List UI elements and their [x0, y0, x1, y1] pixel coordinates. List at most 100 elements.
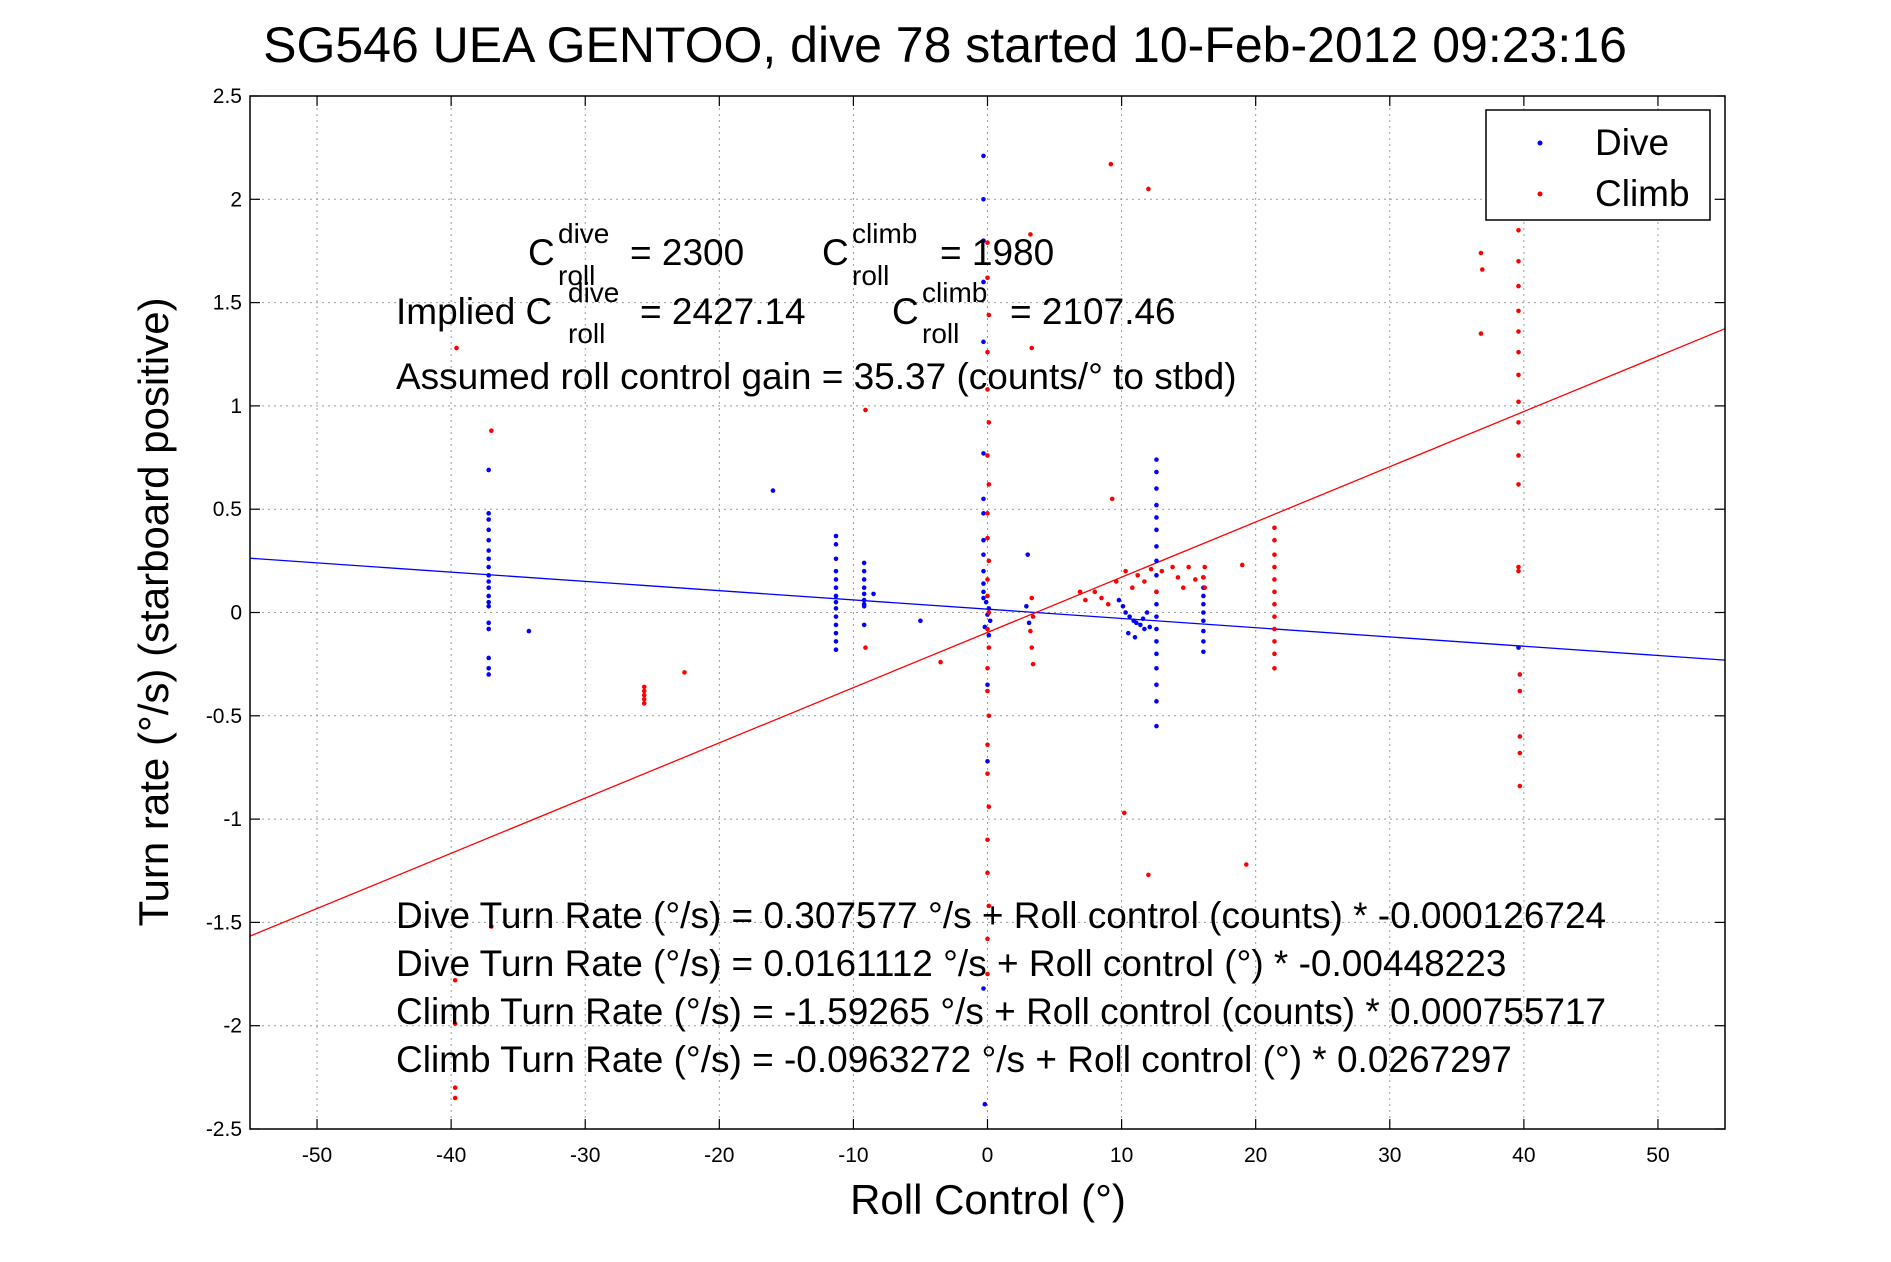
dive-point	[486, 467, 491, 473]
climb-point	[1029, 645, 1035, 650]
climb-point	[1272, 639, 1277, 644]
climb-point	[1272, 537, 1277, 543]
dive-point	[1147, 624, 1153, 630]
climb-point	[1028, 628, 1033, 634]
dive-point	[918, 618, 923, 624]
climb-point	[985, 870, 990, 876]
climb-point	[1105, 601, 1111, 607]
climb-point	[641, 701, 647, 706]
climb-point	[1272, 651, 1277, 657]
dive-point	[1201, 618, 1206, 624]
dive-point	[833, 577, 839, 582]
dive-point	[1138, 622, 1143, 628]
dive-point	[1134, 620, 1139, 626]
c-climb-sup: climb	[852, 218, 917, 249]
c-dive-label: C	[528, 232, 555, 273]
climb-point	[986, 312, 992, 318]
x-tick-label: 40	[1512, 1144, 1535, 1167]
climb-point	[1175, 575, 1181, 580]
legend-climb-marker	[1537, 191, 1543, 197]
dive-point	[486, 672, 491, 677]
dive-point	[1154, 665, 1159, 671]
dive-point	[1123, 610, 1128, 615]
climb-point	[641, 696, 647, 702]
dive-point	[981, 339, 986, 345]
dive-point	[871, 591, 876, 597]
x-tick-label: 50	[1646, 1144, 1669, 1167]
implied-climb-sup: climb	[922, 277, 987, 308]
legend: Dive Climb	[1485, 109, 1711, 221]
dive-point	[1154, 639, 1159, 644]
climb-point	[1142, 579, 1147, 584]
x-tick-label: 30	[1378, 1144, 1401, 1167]
dive-point	[981, 552, 986, 557]
y-axis-ticks: 2.5 2 1.5 1 0.5 0 -0.5 -1 -1.5 -2 -2.5	[206, 85, 1725, 1141]
dive-point	[833, 630, 839, 636]
climb-point	[985, 577, 990, 582]
climb-point	[1272, 525, 1277, 531]
dive-point	[981, 568, 986, 574]
dive-point	[486, 548, 491, 553]
dive-point	[1154, 723, 1159, 729]
y-tick-label: -1	[223, 808, 242, 831]
dive-point	[861, 604, 867, 609]
dive-point	[981, 153, 986, 159]
dive-point	[1154, 626, 1159, 632]
dive-point	[833, 622, 839, 628]
climb-point	[641, 688, 647, 694]
dive-point	[1140, 616, 1146, 621]
climb-point	[1186, 564, 1191, 570]
x-tick-label: 10	[1110, 1144, 1133, 1167]
climb-point	[985, 742, 990, 748]
climb-point	[1154, 589, 1159, 595]
climb-point	[985, 936, 990, 942]
dive-point	[1125, 630, 1131, 636]
climb-point	[1517, 750, 1523, 756]
climb-point	[985, 240, 990, 245]
climb-point	[489, 924, 494, 929]
dive-point	[1154, 502, 1159, 508]
climb-point	[1516, 258, 1521, 264]
dive-point	[770, 488, 776, 493]
climb-point	[1180, 585, 1186, 591]
climb-point	[1123, 568, 1128, 574]
dive-point	[1154, 601, 1159, 607]
y-tick-label: 0.5	[213, 498, 242, 521]
dive-point	[486, 626, 491, 632]
dive-point	[1142, 626, 1147, 632]
implied-dive-sub: roll	[568, 318, 605, 349]
y-axis-label: Turn rate (°/s) (starboard positive)	[130, 297, 177, 926]
climb-point	[1092, 589, 1098, 595]
climb-point	[986, 420, 992, 425]
dive-point	[981, 511, 986, 516]
climb-point	[985, 453, 990, 458]
c-climb-sub: roll	[852, 260, 889, 291]
implied-climb-value: = 2107.46	[1010, 291, 1176, 332]
climb-point	[1516, 564, 1521, 570]
dive-point	[981, 595, 986, 601]
climb-point	[1517, 688, 1523, 694]
dive-point	[1127, 614, 1132, 619]
climb-point	[1478, 331, 1484, 336]
fit-equation-climb-degrees: Climb Turn Rate (°/s) = -0.0963272 °/s +…	[396, 1039, 1512, 1080]
dive-point	[833, 614, 839, 619]
y-tick-label: 1	[230, 395, 242, 418]
dive-point	[833, 585, 839, 591]
dive-point	[1154, 544, 1159, 549]
climb-point	[1146, 872, 1151, 878]
x-axis-label: Roll Control (°)	[850, 1176, 1126, 1223]
climb-point	[1146, 186, 1151, 192]
y-tick-label: 0	[230, 602, 242, 625]
dive-point	[486, 585, 491, 591]
dive-point	[1201, 649, 1206, 655]
dive-point	[486, 604, 491, 609]
dive-point	[833, 593, 839, 599]
climb-point	[1516, 308, 1521, 314]
climb-point	[1272, 552, 1277, 557]
grid	[250, 95, 1725, 1130]
climb-point	[1517, 783, 1523, 789]
climb-point	[1516, 283, 1521, 289]
climb-point	[986, 610, 992, 615]
climb-point	[1272, 626, 1277, 632]
climb-point	[1135, 573, 1140, 578]
